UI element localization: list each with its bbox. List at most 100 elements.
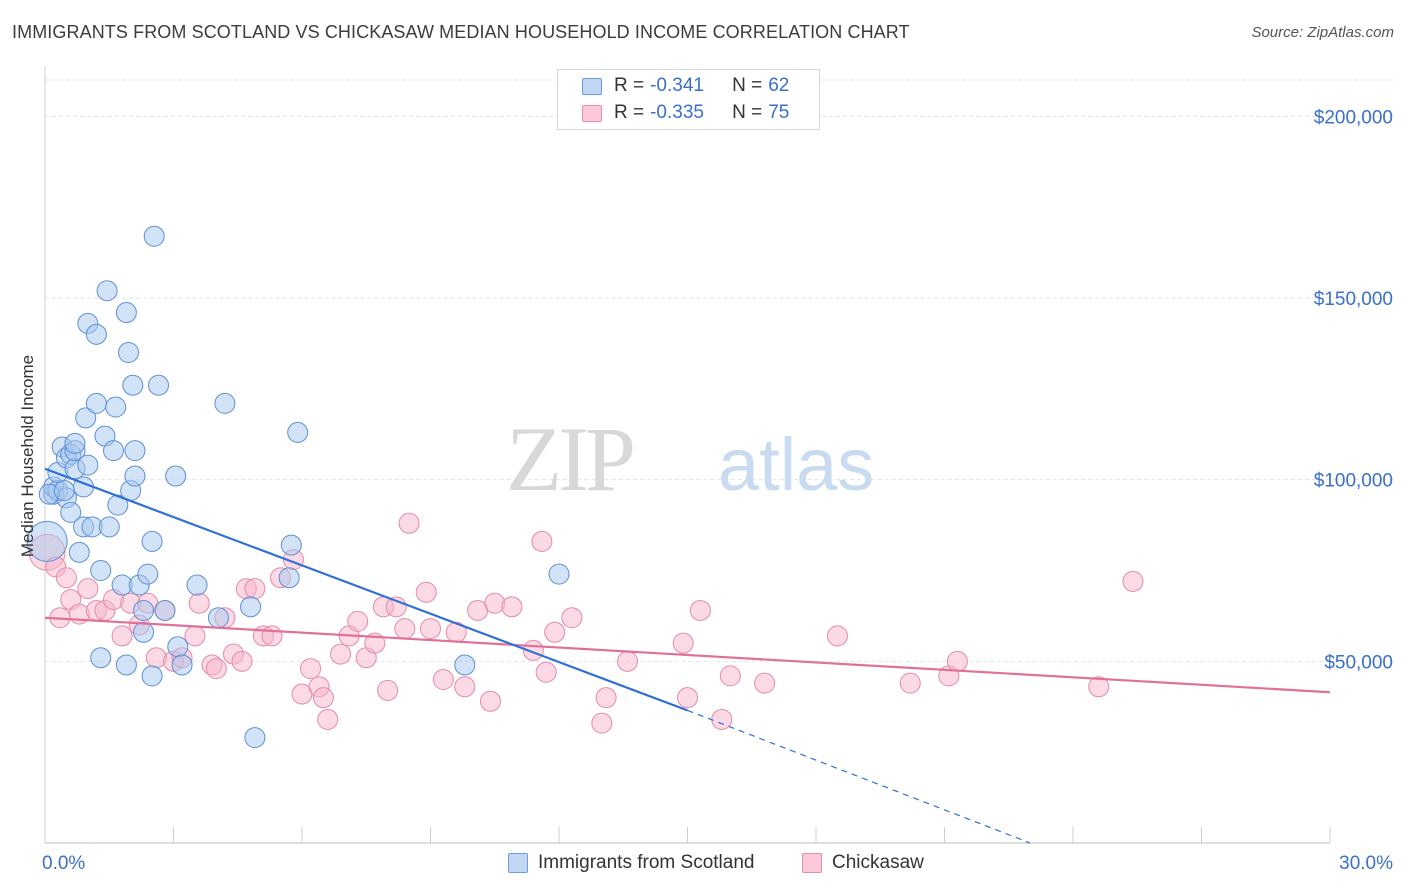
chickasaw-point: [432, 669, 454, 690]
watermark-zip: ZIP: [506, 408, 633, 510]
watermark: ZIP atlas: [506, 408, 874, 510]
chickasaw-point: [394, 618, 416, 640]
legend-row-chickasaw: R = -0.335 N = 75: [582, 101, 789, 125]
x-tick-label-max: 30.0%: [1339, 853, 1393, 874]
scotland-point: [143, 225, 165, 247]
y-tick-label: $150,000: [1314, 289, 1393, 310]
legend-row-scotland: R = -0.341 N = 62: [582, 74, 789, 98]
chickasaw-point: [617, 650, 639, 672]
chickasaw-point: [205, 658, 227, 680]
chickasaw-point: [300, 658, 322, 680]
chickasaw-point: [544, 621, 566, 643]
scotland-point: [75, 407, 97, 429]
scotland-point: [85, 323, 107, 345]
chickasaw-point: [591, 712, 613, 734]
chickasaw-point: [484, 592, 506, 614]
stats-legend: R = -0.341 N = 62 R = -0.335 N = 75: [557, 69, 820, 130]
scotland-point: [68, 541, 90, 563]
bottom-legend-swatch-chickasaw: [802, 853, 822, 873]
legend-swatch-chickasaw: [582, 104, 602, 122]
chart-title: IMMIGRANTS FROM SCOTLAND VS CHICKASAW ME…: [12, 22, 910, 42]
chickasaw-point: [398, 512, 420, 534]
scotland-point: [105, 396, 127, 418]
scotland-point: [240, 596, 262, 618]
scotland-point: [548, 563, 570, 585]
bottom-legend-label-chickasaw: Chickasaw: [832, 852, 924, 873]
chickasaw-point: [55, 567, 77, 589]
chickasaw-point: [677, 687, 698, 709]
source-label: Source: ZipAtlas.com: [1251, 24, 1394, 41]
chickasaw-point: [347, 610, 369, 632]
legend-r-label: R =: [614, 102, 645, 123]
scotland-point: [85, 392, 107, 414]
scotland-point: [148, 374, 170, 396]
watermark-atlas: atlas: [718, 423, 874, 506]
series-scotland-points: [26, 225, 570, 749]
scotland-point: [122, 374, 144, 396]
scotland-point: [278, 567, 300, 589]
legend-n-label: N =: [732, 75, 763, 96]
legend-n-value: 75: [768, 102, 790, 123]
chickasaw-point: [946, 650, 968, 672]
scotland-point: [214, 392, 236, 414]
scotland-point: [53, 480, 75, 502]
scotland-point: [280, 534, 302, 556]
scotland-point: [137, 563, 159, 585]
scotland-point: [96, 280, 118, 302]
scotland-point: [103, 440, 125, 462]
chickasaw-point: [826, 625, 848, 647]
y-tick-label: $50,000: [1324, 652, 1393, 673]
scotland-point: [244, 727, 266, 749]
scotland-point: [90, 647, 112, 669]
chickasaw-point: [261, 625, 283, 647]
chickasaw-point: [1088, 676, 1110, 698]
y-axis-label: Median Household Income: [18, 354, 37, 558]
chickasaw-point: [689, 599, 711, 621]
chickasaw-point: [377, 679, 399, 701]
bottom-legend-chickasaw: Chickasaw: [802, 852, 924, 874]
scotland-point: [141, 530, 163, 552]
chickasaw-point: [754, 672, 776, 694]
scotland-point: [115, 654, 137, 676]
legend-r-label: R =: [614, 75, 645, 96]
legend-r-value: -0.335: [650, 102, 704, 123]
legend-r-value: -0.341: [650, 75, 704, 96]
chickasaw-point: [535, 661, 557, 683]
chickasaw-point: [420, 618, 441, 640]
trend-lines: [44, 467, 1331, 844]
scotland-point: [186, 574, 208, 596]
scotland-trend-extension: [687, 709, 1031, 844]
scotland-point: [98, 516, 120, 538]
chickasaw-point: [719, 665, 741, 687]
scotland-point: [133, 599, 155, 621]
chickasaw-point: [184, 625, 206, 647]
chickasaw-point: [244, 578, 266, 600]
bottom-legend-swatch-scotland: [508, 853, 528, 873]
scotland-point: [26, 520, 68, 562]
chickasaw-point: [899, 672, 921, 694]
scotland-point: [60, 501, 82, 523]
chickasaw-point: [595, 687, 617, 709]
scotland-point: [167, 636, 189, 658]
chickasaw-point: [145, 647, 167, 669]
scotland-point: [124, 465, 146, 487]
legend-n-value: 62: [768, 75, 790, 96]
axes: [44, 66, 1331, 844]
scotland-point: [207, 607, 229, 629]
chickasaw-point: [1122, 570, 1144, 592]
y-tick-label: $100,000: [1314, 471, 1393, 492]
chickasaw-point: [561, 607, 583, 629]
chickasaw-point: [415, 581, 437, 603]
chickasaw-point: [330, 643, 352, 665]
scotland-trend-line: [44, 467, 688, 712]
chickasaw-trend-line: [44, 616, 1331, 694]
chickasaw-point: [479, 690, 501, 712]
x-tick-label-min: 0.0%: [42, 853, 85, 874]
chickasaw-point: [77, 578, 99, 600]
chickasaw-point: [672, 632, 694, 654]
chickasaw-point: [111, 625, 133, 647]
legend-swatch-scotland: [582, 77, 602, 95]
scotland-point: [133, 621, 155, 643]
bottom-legend-label-scotland: Immigrants from Scotland: [538, 852, 755, 873]
